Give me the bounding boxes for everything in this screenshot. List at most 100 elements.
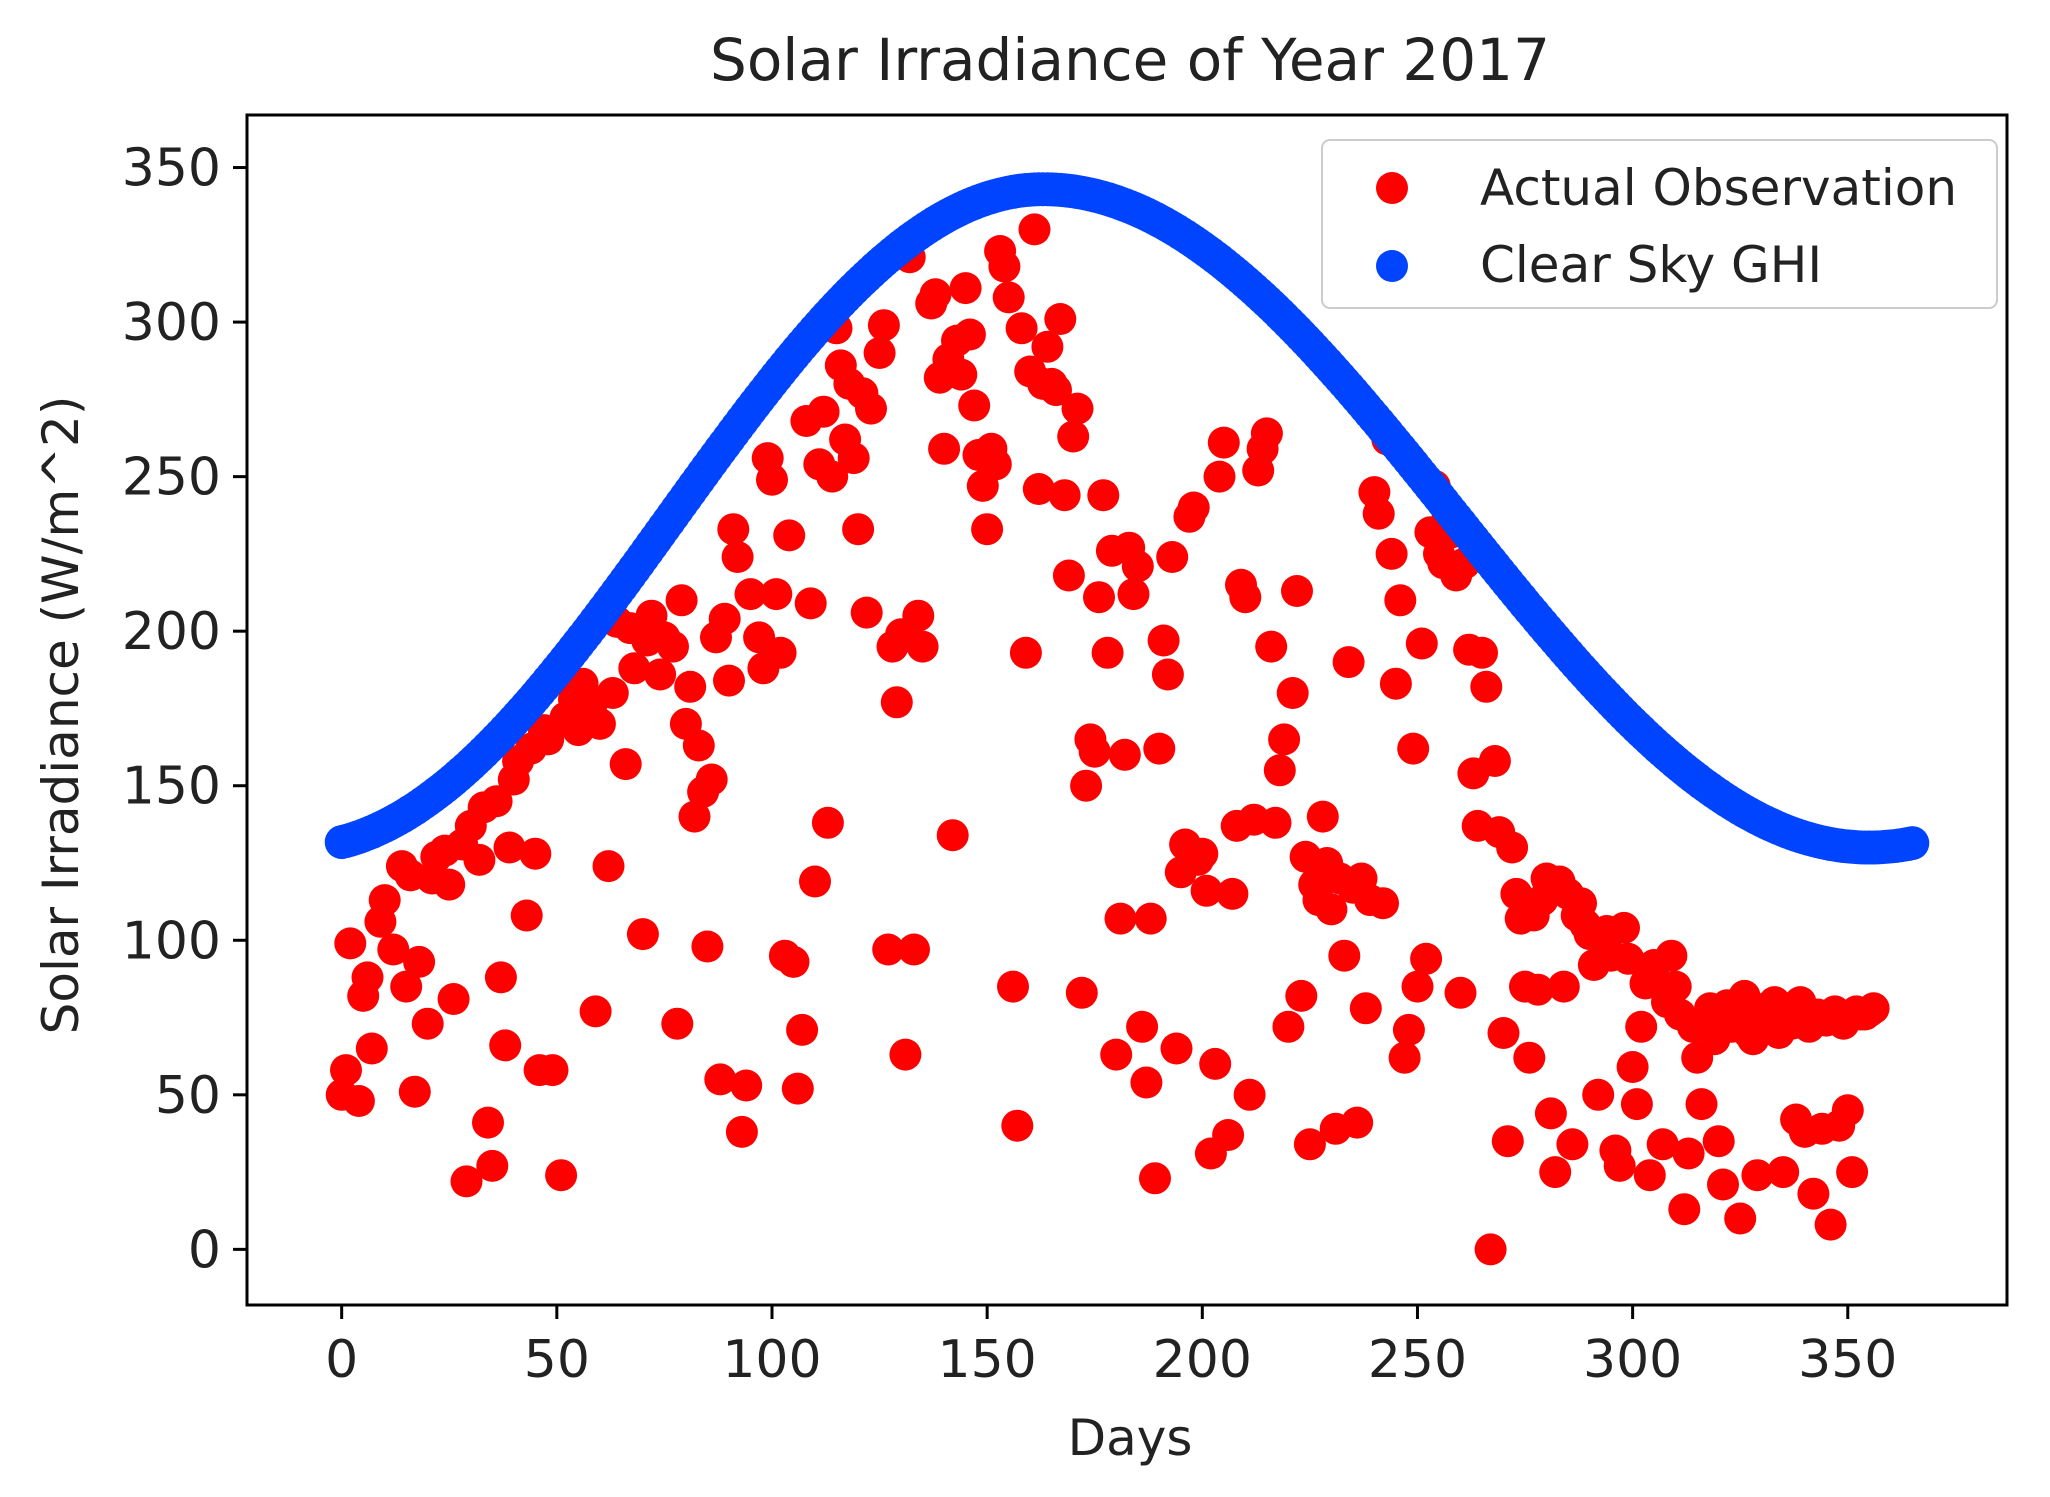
observation-point	[1646, 1128, 1679, 1161]
y-tick-label: 200	[122, 602, 221, 662]
y-tick-label: 100	[122, 911, 221, 971]
observation-point	[1724, 1202, 1757, 1235]
observation-point	[536, 1054, 569, 1087]
x-tick-label: 300	[1583, 1330, 1682, 1390]
observation-point	[437, 983, 470, 1015]
observation-point	[717, 513, 750, 546]
observation-point	[1061, 392, 1094, 425]
observation-point	[898, 933, 930, 966]
observation-point	[1306, 800, 1339, 833]
observation-point	[1281, 575, 1313, 607]
observation-point	[958, 389, 991, 422]
observation-point	[1500, 877, 1533, 910]
observation-point	[1186, 837, 1219, 870]
observation-point	[850, 596, 883, 629]
observation-point	[1216, 877, 1249, 910]
observation-point	[760, 578, 793, 611]
observation-point	[992, 281, 1025, 314]
observation-point	[730, 1069, 763, 1102]
observation-point	[799, 865, 831, 898]
legend-marker-actual-observation	[1376, 172, 1408, 204]
observation-point	[906, 630, 939, 663]
observation-point	[1276, 677, 1309, 709]
observation-point	[1603, 1149, 1636, 1182]
observation-point	[1496, 831, 1529, 864]
observation-point	[691, 930, 724, 963]
observation-point	[1126, 1010, 1159, 1043]
observation-point	[1633, 1159, 1666, 1192]
observation-point	[1031, 330, 1064, 363]
observation-point	[1048, 479, 1081, 512]
observation-point	[1741, 1159, 1774, 1192]
observation-point	[1117, 578, 1150, 611]
observation-point	[1672, 1137, 1705, 1170]
observation-point	[1367, 887, 1399, 920]
observation-point	[682, 729, 715, 762]
observation-point	[1001, 1109, 1034, 1142]
observation-point	[1057, 420, 1090, 453]
x-tick-label: 150	[938, 1330, 1037, 1390]
observation-point	[484, 961, 517, 994]
observation-point	[433, 868, 466, 901]
observation-point	[1285, 979, 1318, 1012]
observation-point	[1250, 417, 1283, 450]
observation-point	[1620, 1088, 1653, 1121]
observation-point	[665, 584, 698, 617]
observation-point	[609, 748, 642, 781]
observation-point	[863, 337, 896, 369]
observation-point	[519, 837, 552, 870]
observation-point	[1121, 550, 1154, 583]
series-clear-sky-ghi	[324, 172, 1930, 865]
observation-point	[480, 785, 513, 818]
observation-point	[1018, 213, 1051, 246]
observation-point	[1659, 970, 1692, 1003]
observation-point	[1857, 992, 1890, 1025]
observation-point	[545, 1159, 578, 1192]
observation-point	[1199, 1047, 1232, 1080]
observation-point	[368, 884, 401, 917]
observation-point	[342, 1085, 375, 1117]
y-tick-label: 250	[122, 448, 221, 508]
observation-point	[1203, 460, 1236, 493]
observation-point	[1616, 1051, 1649, 1083]
observation-point	[1009, 636, 1042, 669]
observation-point	[1190, 874, 1223, 907]
observation-point	[936, 819, 969, 852]
observation-point	[811, 806, 844, 839]
observation-point	[1229, 581, 1262, 614]
x-axis-ticks: 0 50 100 150 200 250 300 350	[325, 1305, 1897, 1390]
observation-point	[872, 933, 905, 966]
x-tick-label: 200	[1153, 1330, 1252, 1390]
observation-point	[1668, 1193, 1701, 1226]
observation-point	[1491, 1125, 1524, 1158]
observation-point	[334, 927, 367, 960]
y-tick-label: 300	[122, 293, 221, 353]
observation-point	[1836, 1156, 1869, 1189]
observation-point	[1272, 1010, 1305, 1043]
y-tick-label: 350	[122, 139, 221, 199]
legend-label-clear-sky-ghi: Clear Sky GHI	[1480, 236, 1822, 294]
observation-point	[1582, 1078, 1615, 1111]
observation-point	[949, 272, 982, 305]
observation-point	[661, 1007, 694, 1040]
observation-point	[674, 670, 707, 703]
observation-point	[1268, 723, 1301, 756]
observation-point	[1513, 1041, 1546, 1074]
observation-point	[695, 763, 728, 796]
observation-point	[1410, 942, 1443, 975]
observation-point	[1388, 1041, 1421, 1074]
observation-point	[1470, 670, 1503, 703]
observation-point	[1556, 1128, 1589, 1161]
observation-point	[997, 970, 1029, 1003]
observation-point	[777, 945, 810, 978]
observation-point	[1104, 902, 1137, 935]
observation-point	[1625, 1010, 1658, 1043]
plot-frame	[245, 113, 2009, 1307]
observation-point	[1147, 624, 1180, 657]
observation-point	[816, 460, 849, 493]
observation-point	[1070, 769, 1103, 802]
observation-point	[618, 652, 651, 685]
observation-point	[721, 541, 754, 573]
observation-point	[398, 1075, 431, 1108]
